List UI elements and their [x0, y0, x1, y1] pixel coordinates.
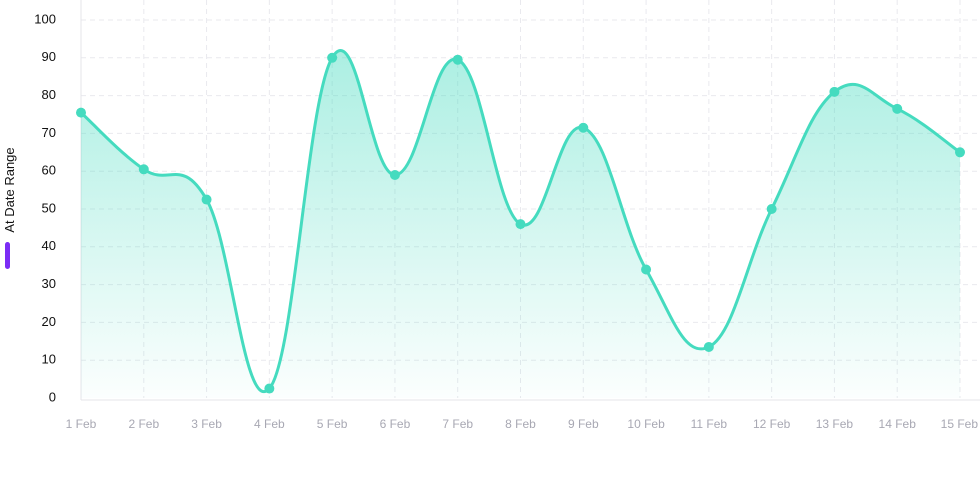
- data-point[interactable]: [327, 52, 338, 63]
- y-axis-ticks: 0 10 20 30 40 50 60 70 80 90 100: [34, 11, 56, 404]
- data-point[interactable]: [703, 341, 714, 352]
- x-tick-label: 4 Feb: [254, 417, 285, 431]
- y-tick-label: 50: [42, 200, 56, 215]
- y-tick-label: 60: [42, 163, 56, 178]
- x-tick-label: 10 Feb: [627, 417, 665, 431]
- y-axis-title: At Date Range: [2, 147, 17, 232]
- y-tick-label: 90: [42, 49, 56, 64]
- data-point[interactable]: [829, 86, 840, 97]
- data-point[interactable]: [578, 122, 589, 133]
- data-point[interactable]: [452, 54, 463, 65]
- y-tick-label: 30: [42, 276, 56, 291]
- data-point[interactable]: [892, 103, 903, 114]
- y-tick-label: 0: [49, 389, 56, 404]
- legend-marker: [5, 242, 10, 269]
- x-tick-label: 11 Feb: [691, 417, 728, 431]
- data-point[interactable]: [201, 194, 212, 205]
- x-tick-label: 14 Feb: [879, 417, 917, 431]
- data-point[interactable]: [515, 219, 526, 230]
- data-point[interactable]: [766, 204, 777, 214]
- x-tick-label: 6 Feb: [380, 417, 411, 431]
- data-point[interactable]: [138, 164, 149, 175]
- data-point[interactable]: [955, 147, 965, 158]
- data-point[interactable]: [641, 264, 652, 275]
- data-point[interactable]: [389, 169, 400, 180]
- data-point[interactable]: [76, 107, 86, 118]
- x-tick-label: 12 Feb: [753, 417, 791, 431]
- y-axis-title-group: At Date Range: [2, 147, 17, 232]
- data-point[interactable]: [264, 383, 275, 394]
- data-points: [76, 52, 965, 394]
- x-tick-label: 5 Feb: [317, 417, 348, 431]
- y-tick-label: 40: [42, 238, 56, 253]
- y-tick-label: 10: [42, 352, 56, 367]
- x-tick-label: 15 Feb: [941, 417, 979, 431]
- x-axis-ticks: 1 Feb 2 Feb 3 Feb 4 Feb 5 Feb 6 Feb 7 Feb 8 Feb…: [66, 417, 979, 431]
- x-tick-label: 3 Feb: [191, 417, 222, 431]
- y-tick-label: 20: [42, 314, 56, 329]
- x-tick-label: 8 Feb: [505, 417, 536, 431]
- x-tick-label: 2 Feb: [128, 417, 159, 431]
- x-tick-label: 1 Feb: [66, 417, 97, 431]
- x-tick-label: 9 Feb: [568, 417, 599, 431]
- y-tick-label: 100: [34, 11, 56, 26]
- series-line: [79, 49, 961, 394]
- x-tick-label: 13 Feb: [816, 417, 854, 431]
- x-tick-label: 7 Feb: [442, 417, 473, 431]
- y-tick-label: 70: [42, 125, 56, 140]
- y-tick-label: 80: [42, 87, 56, 102]
